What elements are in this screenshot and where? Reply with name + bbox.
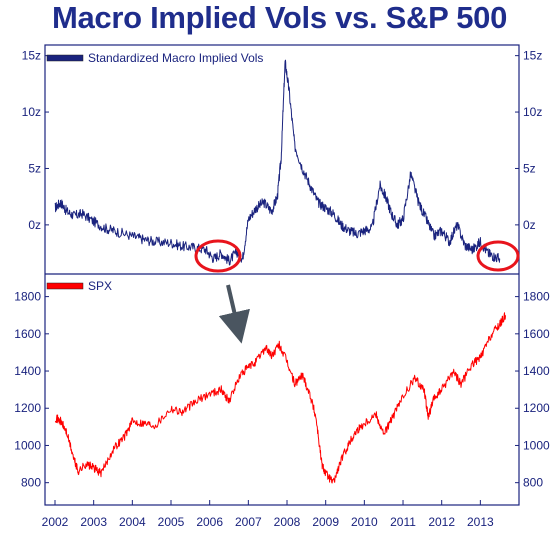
y-tick-label-right: 15z [523,49,542,63]
legend-label: SPX [88,279,112,293]
x-tick-label: 2010 [351,515,378,529]
y-tick-label-left: 5z [28,161,41,175]
x-tick-label: 2008 [274,515,301,529]
x-tick-label: 2013 [467,515,494,529]
y-tick-label-left: 1000 [14,438,41,452]
y-tick-label-right: 1000 [523,438,550,452]
y-tick-label-left: 1400 [14,364,41,378]
x-tick-label: 2002 [42,515,69,529]
series-line [54,59,501,266]
vol-panel: 15z 15z 10z 10z 5z 5z 0z 0z Standardized Macro I… [22,49,542,266]
legend-swatch [46,54,84,62]
highlight-circle-2006 [194,239,242,273]
x-tick-label: 2005 [158,515,185,529]
y-tick-label-right: 1600 [523,327,550,341]
y-tick-label-left: 15z [22,49,41,63]
spx-panel: 1800 1800 1600 1600 1400 1400 1200 1200 1000 1000… [14,279,550,490]
series-line [54,312,506,484]
legend-swatch [46,282,84,290]
x-tick-label: 2003 [80,515,107,529]
y-tick-label-left: 10z [22,105,41,119]
y-tick-label-right: 1400 [523,364,550,378]
y-tick-label-left: 0z [28,218,41,232]
plot-frame [44,44,520,506]
x-tick-label: 2011 [390,515,416,529]
x-tick-label: 2009 [312,515,339,529]
y-tick-label-right: 0z [523,218,536,232]
x-tick-label: 2012 [428,515,455,529]
y-tick-label-right: 1800 [523,290,550,304]
annotation-arrow [218,284,250,344]
y-tick-label-right: 1200 [523,401,550,415]
highlight-circle-2013 [476,240,520,272]
y-tick-label-right: 10z [523,105,542,119]
x-tick-label: 2007 [235,515,262,529]
annotations [194,239,520,344]
y-tick-label-left: 1600 [14,327,41,341]
x-tick-label: 2006 [196,515,223,529]
y-tick-label-left: 800 [21,476,41,490]
x-tick-label: 2004 [119,515,146,529]
chart-title: Macro Implied Vols vs. S&P 500 [51,0,508,35]
y-tick-label-right: 5z [523,161,536,175]
y-tick-label-left: 1200 [14,401,41,415]
x-axis: 2002 2003 2004 2005 2006 2007 2008 2009 2010 2011… [42,500,494,529]
y-tick-label-left: 1800 [14,290,41,304]
legend-label: Standardized Macro Implied Vols [88,51,263,65]
y-tick-label-right: 800 [523,476,543,490]
